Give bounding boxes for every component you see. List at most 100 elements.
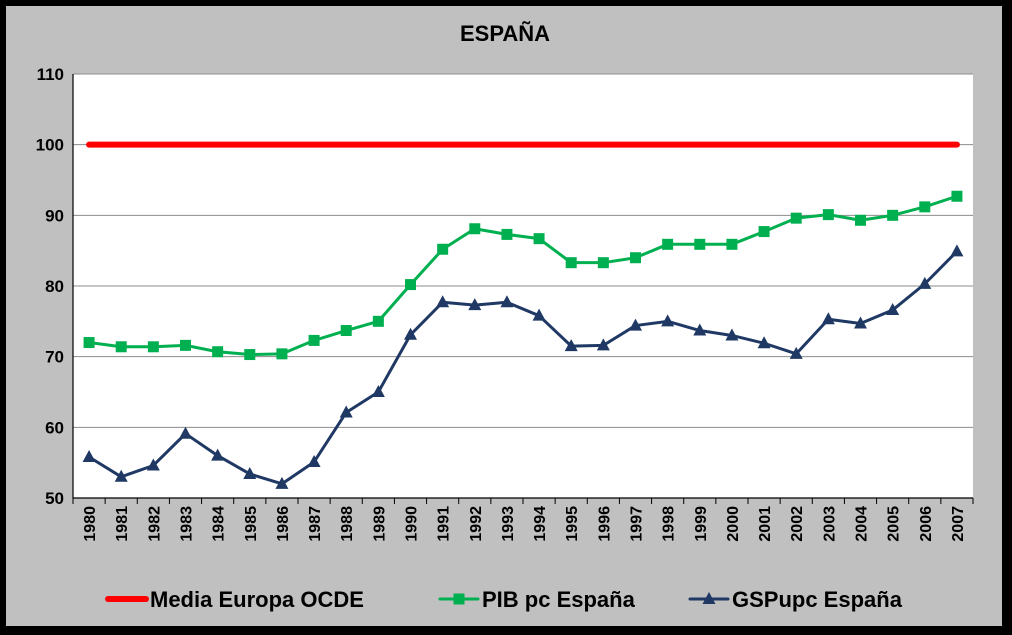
chart: ESPAÑA 50 60 70 80 90 100 110 1980 1981 1982 1983…: [36, 21, 974, 612]
x-tick-label: 2003: [821, 506, 838, 542]
data-point: [339, 405, 353, 418]
y-tick-label: 60: [45, 418, 64, 437]
data-point: [662, 238, 674, 250]
data-point: [726, 238, 738, 250]
data-point: [629, 318, 642, 331]
x-tick-label: 2007: [950, 506, 967, 542]
data-point: [596, 338, 610, 351]
x-tick-label: 1999: [693, 506, 710, 542]
data-point: [244, 349, 256, 361]
data-point: [790, 212, 802, 224]
data-point: [725, 328, 739, 341]
data-point: [886, 303, 900, 316]
x-tick-label: 2000: [725, 506, 742, 542]
x-tick-label: 1984: [211, 506, 228, 542]
x-tick-label: 1996: [596, 506, 613, 542]
legend-marker: [702, 592, 716, 604]
data-point: [469, 223, 481, 235]
data-point: [919, 201, 931, 213]
chart-title: ESPAÑA: [460, 21, 550, 46]
data-point: [114, 469, 128, 482]
data-point: [951, 190, 963, 202]
series-layer: [82, 141, 964, 489]
series-2: [82, 244, 964, 489]
data-point: [180, 339, 191, 351]
x-tick-label: 1988: [339, 506, 356, 542]
data-point: [757, 336, 771, 349]
x-tick-label: 1998: [661, 506, 678, 542]
x-tick-label: 1992: [468, 506, 485, 542]
legend-label: GSPupc España: [732, 587, 903, 612]
data-point: [179, 426, 192, 439]
data-point: [950, 244, 964, 257]
data-point: [371, 385, 385, 397]
data-point: [275, 476, 289, 489]
data-point: [887, 209, 899, 221]
x-tick-label: 1989: [371, 506, 388, 542]
x-tick-label: 1980: [82, 506, 99, 542]
x-tick-label: 1991: [436, 506, 453, 542]
series-1: [83, 190, 963, 361]
data-point: [564, 339, 578, 352]
data-point: [789, 346, 803, 359]
data-point: [436, 295, 450, 308]
y-tick-label: 50: [45, 489, 64, 508]
data-point: [822, 209, 834, 221]
legend-item-2: GSPupc España: [688, 587, 903, 612]
x-tick-label: 1985: [243, 506, 260, 542]
data-point: [308, 334, 320, 346]
legend-item-1: PIB pc España: [438, 587, 636, 612]
data-point: [147, 341, 159, 353]
x-tick-label: 1981: [114, 506, 131, 542]
data-point: [597, 257, 609, 269]
data-point: [854, 316, 867, 329]
data-point: [372, 315, 384, 327]
data-point: [468, 298, 482, 311]
data-point: [501, 228, 513, 240]
legend: Media Europa OCDE PIB pc España GSPupc Esp…: [105, 587, 903, 612]
data-point: [437, 243, 449, 255]
x-tick-label: 2004: [854, 506, 871, 542]
data-point: [146, 458, 160, 471]
x-tick-label: 1986: [275, 506, 292, 542]
x-tick-label: 1997: [629, 506, 646, 542]
series-line-1: [87, 194, 959, 357]
x-tick-label: 2006: [918, 506, 935, 542]
x-tick-label: 1987: [307, 506, 324, 542]
x-tick-label: 1983: [179, 506, 196, 542]
data-point: [115, 341, 127, 353]
x-axis: 1980 1981 1982 1983 1984 1985 1986 1987 1988 1989…: [72, 497, 974, 542]
x-tick-label: 2001: [757, 506, 774, 542]
data-point: [694, 238, 706, 250]
data-point: [758, 226, 770, 238]
data-point: [565, 257, 577, 269]
y-tick-label: 110: [37, 65, 64, 84]
x-tick-label: 1990: [404, 506, 421, 542]
data-point: [82, 450, 96, 463]
data-point: [693, 323, 707, 336]
series-line-2: [87, 249, 959, 486]
chart-frame: ESPAÑA 50 60 70 80 90 100 110 1980 1981 1982 1983…: [6, 6, 1002, 626]
x-tick-label: 1995: [564, 506, 581, 542]
data-point: [821, 312, 835, 325]
data-point: [661, 314, 675, 327]
x-tick-label: 2005: [886, 506, 903, 542]
data-point: [918, 276, 932, 289]
data-point: [307, 454, 321, 467]
data-point: [404, 327, 417, 340]
x-tick-label: 1982: [146, 506, 163, 542]
legend-label: Media Europa OCDE: [150, 587, 364, 612]
data-point: [83, 337, 95, 349]
legend-marker: [453, 593, 465, 605]
data-point: [211, 448, 225, 461]
legend-label: PIB pc España: [482, 587, 636, 612]
legend-item-0: Media Europa OCDE: [105, 587, 364, 612]
x-tick-label: 1993: [500, 506, 517, 542]
x-tick-label: 2002: [789, 506, 806, 542]
y-tick-label: 90: [45, 206, 64, 225]
y-tick-label: 100: [36, 136, 64, 155]
x-tick-label: 1994: [532, 506, 549, 542]
data-point: [276, 348, 288, 360]
data-point: [405, 279, 416, 291]
data-point: [340, 325, 352, 337]
